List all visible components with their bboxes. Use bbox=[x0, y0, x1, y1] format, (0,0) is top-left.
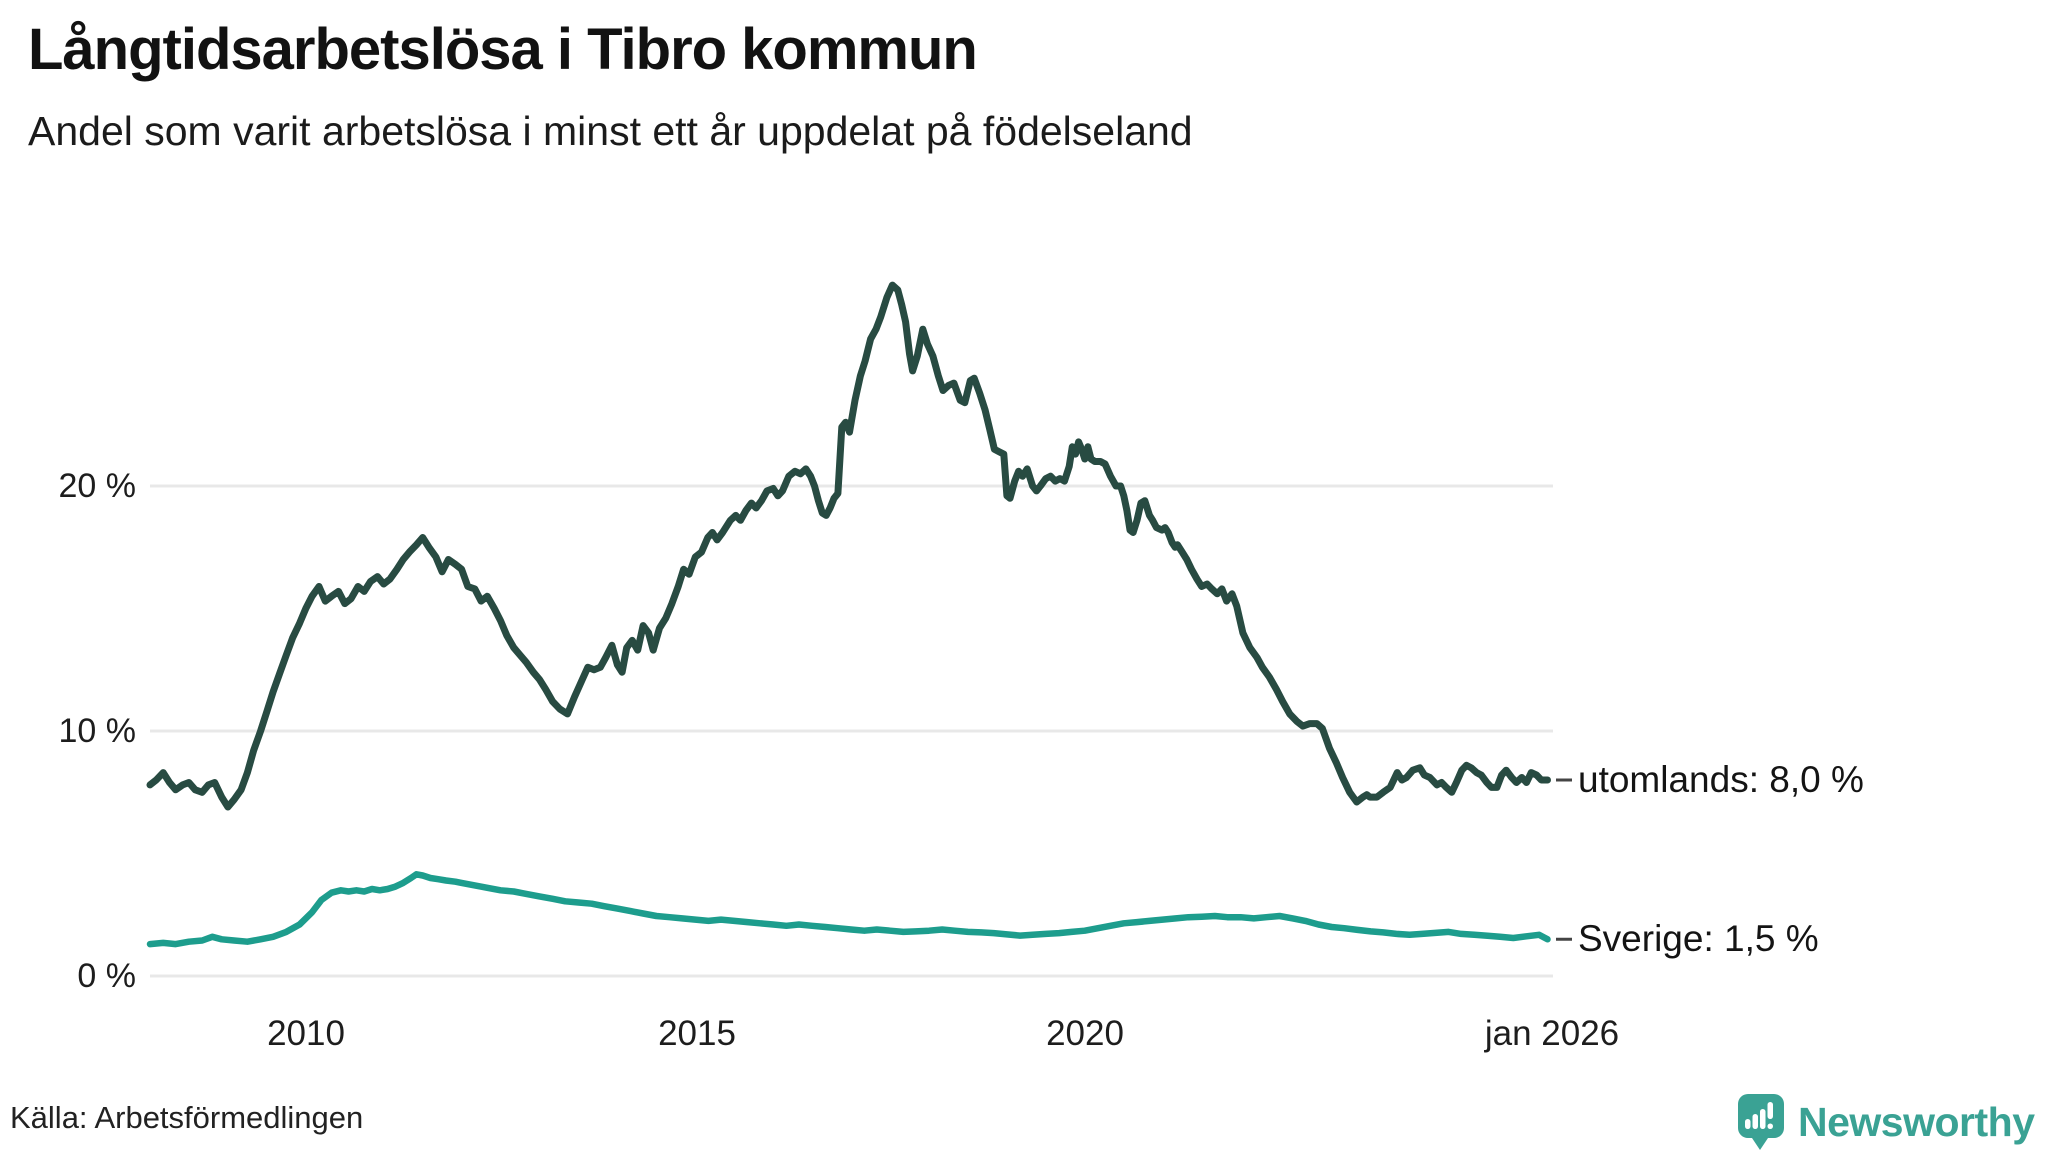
y-axis-tick-20: 20 % bbox=[58, 467, 137, 505]
x-axis-tick-2010: 2010 bbox=[267, 1014, 345, 1053]
series-end-label-utomlands: utomlands: 8,0 % bbox=[1578, 759, 1864, 800]
x-axis-tick-jan-2026: jan 2026 bbox=[1484, 1014, 1620, 1053]
newsworthy-logo: Newsworthy bbox=[1736, 1092, 2035, 1152]
page-title: Långtidsarbetslösa i Tibro kommun bbox=[28, 17, 978, 82]
series-end-label-sverige: Sverige: 1,5 % bbox=[1578, 918, 1819, 960]
newsworthy-logo-icon bbox=[1738, 1094, 1784, 1150]
series-line-sverige bbox=[146, 871, 1551, 948]
y-axis-tick-0: 0 % bbox=[77, 957, 136, 995]
page-subtitle: Andel som varit arbetslösa i minst ett å… bbox=[28, 108, 1193, 154]
x-axis-tick-2020: 2020 bbox=[1046, 1014, 1124, 1053]
newsworthy-logo-text: Newsworthy bbox=[1798, 1098, 2035, 1145]
x-axis-tick-2015: 2015 bbox=[658, 1014, 736, 1053]
series-line-utomlands bbox=[146, 281, 1551, 811]
y-axis-tick-10: 10 % bbox=[58, 712, 137, 750]
source-text: Källa: Arbetsförmedlingen bbox=[10, 1100, 364, 1135]
